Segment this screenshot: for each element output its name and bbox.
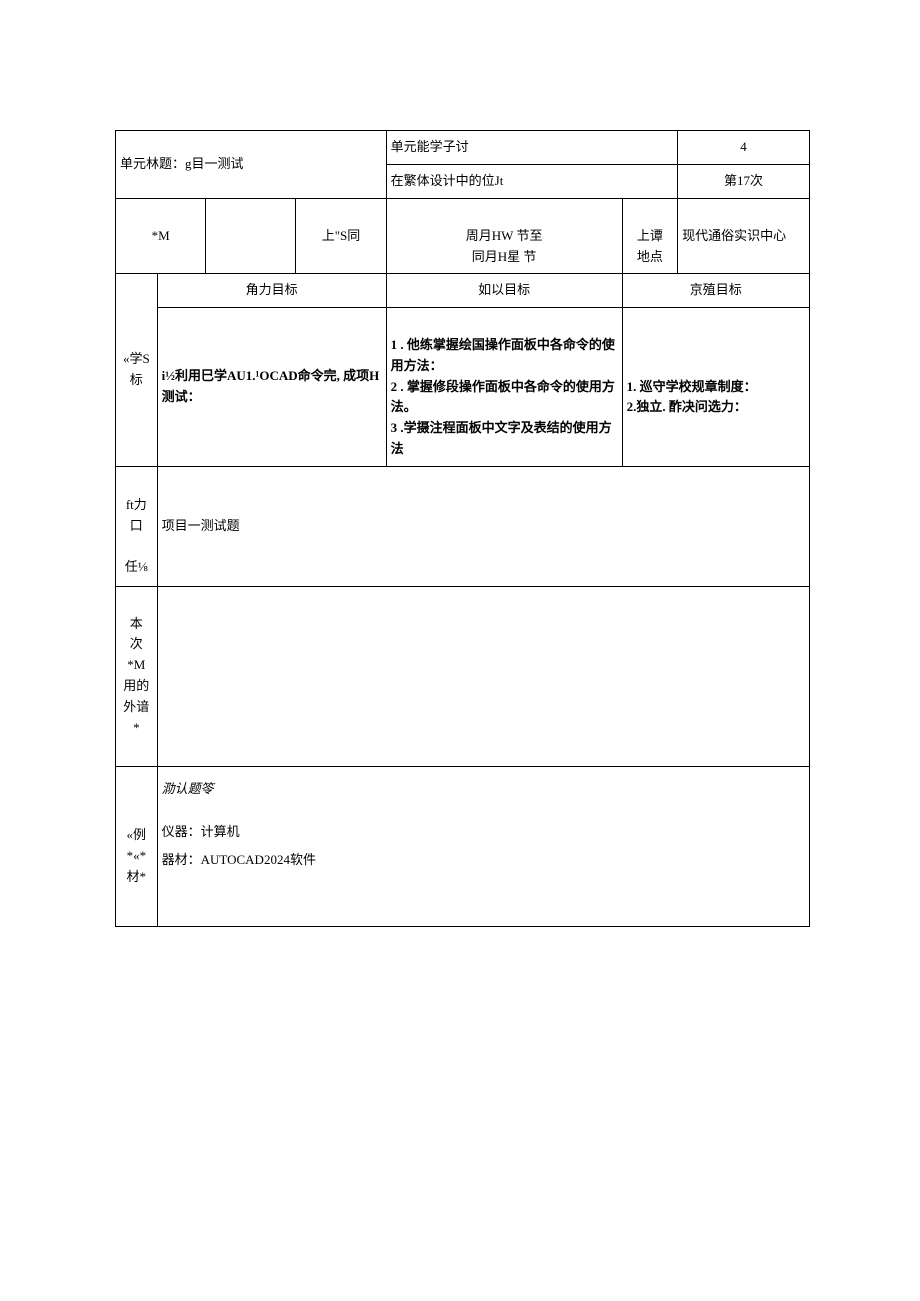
meta-e-text: 上谭 地点	[637, 228, 663, 264]
goals-label-text: «学S标	[123, 351, 150, 387]
knowledge-body: 1 . 他练掌握绘国操作面板中各命令的使用方法： 2 . 掌握修段操作面板中各命…	[386, 308, 622, 467]
meta-a-text: *M	[152, 228, 170, 243]
materials-label: «例 *«* 材*	[127, 827, 147, 884]
ability-header: 角力目标	[157, 274, 386, 308]
ability-header-text: 角力目标	[246, 282, 298, 297]
goals-row-label: «学S标	[116, 274, 158, 466]
materials-line1: 泐认题笭	[162, 781, 214, 796]
meta-col-e: 上谭 地点	[622, 199, 678, 274]
knowledge-text: 1 . 他练掌握绘国操作面板中各命令的使用方法： 2 . 掌握修段操作面板中各命…	[391, 337, 615, 456]
quality-body: 1. 巡守学校规章制度： 2.独立. 酢决问选力：	[622, 308, 809, 467]
meta-col-b	[206, 199, 296, 274]
position-label: 在繁体设计中的位Jt	[391, 173, 504, 188]
position-label-cell: 在繁体设计中的位Jt	[386, 165, 677, 199]
knowledge-header: 如以目标	[386, 274, 622, 308]
quality-header: 京殖目标	[622, 274, 809, 308]
ability-text: i½利用巳学AU1.¹OCAD命令完, 成项H测试：	[162, 368, 380, 404]
knowledge-header-text: 如以目标	[478, 282, 530, 297]
meta-f-text: 现代通俗实识中心	[682, 228, 786, 243]
task-text: 项目一测试题	[162, 518, 240, 533]
materials-label-cell: «例 *«* 材*	[116, 766, 158, 926]
task-label: ft力 口 任⅛	[125, 497, 148, 574]
unit-hours-label: 单元能学子讨	[391, 139, 469, 154]
materials-line3: 器材：AUTOCAD2024软件	[162, 852, 316, 867]
lesson-plan-table: 单元林题：g目一测试 单元能学子讨 4 在繁体设计中的位Jt 第17次 *M 上…	[115, 130, 810, 927]
meta-col-f: 现代通俗实识中心	[678, 199, 810, 274]
meta-d-text: 周月HW 节至 同月H星 节	[466, 228, 543, 264]
unit-hours-label-cell: 单元能学子讨	[386, 131, 677, 165]
resources-body	[157, 586, 809, 766]
meta-c-text: 上"S同	[322, 228, 361, 243]
meta-col-d: 周月HW 节至 同月H星 节	[386, 199, 622, 274]
position-value: 第17次	[724, 173, 763, 188]
unit-hours-value: 4	[740, 139, 747, 154]
meta-col-a: *M	[116, 199, 206, 274]
meta-col-c: 上"S同	[296, 199, 386, 274]
quality-header-text: 京殖目标	[690, 282, 742, 297]
ability-body: i½利用巳学AU1.¹OCAD命令完, 成项H测试：	[157, 308, 386, 467]
position-value-cell: 第17次	[678, 165, 810, 199]
resources-label: 本 次 *M 用的 外谙 *	[123, 616, 149, 735]
task-body: 项目一测试题	[157, 466, 809, 586]
unit-hours-value-cell: 4	[678, 131, 810, 165]
quality-text: 1. 巡守学校规章制度： 2.独立. 酢决问选力：	[627, 379, 757, 415]
materials-line2: 仪器：计算机	[162, 824, 240, 839]
resources-label-cell: 本 次 *M 用的 外谙 *	[116, 586, 158, 766]
unit-title-label: 单元林题：g目一测试	[120, 156, 244, 171]
task-label-cell: ft力 口 任⅛	[116, 466, 158, 586]
materials-body: 泐认题笭 仪器：计算机 器材：AUTOCAD2024软件	[157, 766, 809, 926]
unit-title-cell: 单元林题：g目一测试	[116, 131, 387, 199]
